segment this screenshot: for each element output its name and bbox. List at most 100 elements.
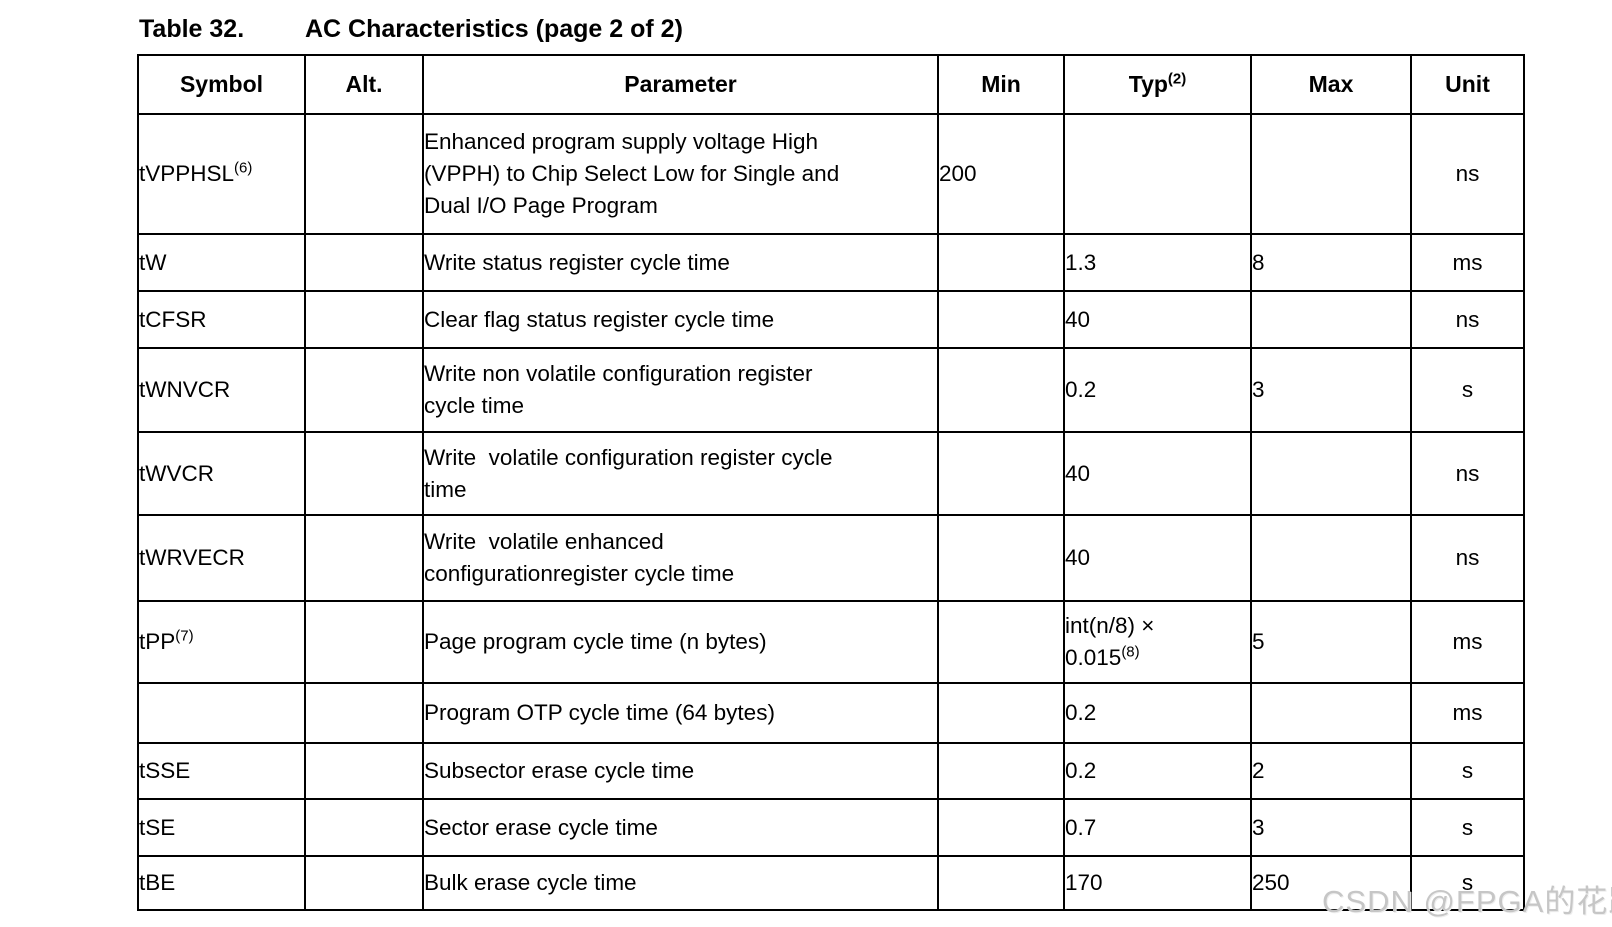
table-row: tSE Sector erase cycle time 0.7 3 s [137, 798, 1525, 857]
table-row: tSSE Subsector erase cycle time 0.2 2 s [137, 742, 1525, 800]
typ-footnote-ref: (8) [1121, 643, 1140, 661]
cell-parameter: Write volatile enhanced configurationreg… [422, 514, 939, 602]
typ-footnote-ref: (2) [1167, 70, 1187, 88]
cell-typ [1063, 113, 1252, 235]
table-caption: Table 32. AC Characteristics (page 2 of 2… [139, 15, 683, 44]
cell-parameter: Subsector erase cycle time [422, 742, 939, 800]
col-header-unit: Unit [1410, 54, 1525, 115]
cell-typ: 0.2 [1063, 347, 1252, 433]
cell-unit: s [1410, 798, 1525, 857]
cell-min [937, 347, 1065, 433]
table-caption-text: AC Characteristics (page 2 of 2) [305, 15, 683, 43]
table-row: tWVCR Write volatile configuration regis… [137, 431, 1525, 516]
cell-alt [304, 600, 424, 684]
cell-max [1250, 682, 1412, 744]
cell-max: 5 [1250, 600, 1412, 684]
cell-parameter: Write status register cycle time [422, 233, 939, 292]
table-row: tW Write status register cycle time 1.3 … [137, 233, 1525, 292]
cell-parameter: Enhanced program supply voltage High (VP… [422, 113, 939, 235]
cell-min [937, 514, 1065, 602]
cell-min [937, 682, 1065, 744]
cell-max [1250, 113, 1412, 235]
cell-parameter: Write non volatile configuration registe… [422, 347, 939, 433]
cell-unit: s [1410, 742, 1525, 800]
symbol-footnote-ref: (7) [175, 627, 194, 645]
cell-unit: ns [1410, 514, 1525, 602]
cell-parameter: Sector erase cycle time [422, 798, 939, 857]
table-row: tVPPHSL(6) Enhanced program supply volta… [137, 113, 1525, 235]
table-row: Program OTP cycle time (64 bytes) 0.2 ms [137, 682, 1525, 744]
cell-typ: 1.3 [1063, 233, 1252, 292]
cell-min [937, 290, 1065, 349]
col-header-parameter: Parameter [422, 54, 939, 115]
cell-unit: ms [1410, 600, 1525, 684]
cell-typ: 0.7 [1063, 798, 1252, 857]
cell-max: 2 [1250, 742, 1412, 800]
cell-alt [304, 798, 424, 857]
col-header-typ: Typ(2) [1063, 54, 1252, 115]
cell-alt [304, 855, 424, 911]
cell-min [937, 742, 1065, 800]
col-header-symbol: Symbol [137, 54, 306, 115]
cell-unit: s [1410, 347, 1525, 433]
table-row: tCFSR Clear flag status register cycle t… [137, 290, 1525, 349]
cell-symbol: tPP(7) [137, 600, 306, 684]
cell-unit: ns [1410, 113, 1525, 235]
cell-min: 200 [937, 113, 1065, 235]
cell-unit: ns [1410, 431, 1525, 516]
table-row: tWRVECR Write volatile enhanced configur… [137, 514, 1525, 602]
cell-parameter: Bulk erase cycle time [422, 855, 939, 911]
cell-max: 250 [1250, 855, 1412, 911]
cell-alt [304, 682, 424, 744]
cell-alt [304, 347, 424, 433]
cell-max [1250, 514, 1412, 602]
cell-parameter: Page program cycle time (n bytes) [422, 600, 939, 684]
table-row: tWNVCR Write non volatile configuration … [137, 347, 1525, 433]
cell-alt [304, 113, 424, 235]
cell-alt [304, 290, 424, 349]
cell-max: 3 [1250, 798, 1412, 857]
cell-min [937, 233, 1065, 292]
col-header-min: Min [937, 54, 1065, 115]
cell-alt [304, 233, 424, 292]
csdn-watermark: CSDN @FPGA的花路 [1322, 884, 1612, 919]
cell-parameter: Clear flag status register cycle time [422, 290, 939, 349]
cell-symbol: tWVCR [137, 431, 306, 516]
cell-typ: 40 [1063, 290, 1252, 349]
cell-symbol: tBE [137, 855, 306, 911]
cell-unit: s [1410, 855, 1525, 911]
cell-alt [304, 431, 424, 516]
cell-symbol: tVPPHSL(6) [137, 113, 306, 235]
col-header-max: Max [1250, 54, 1412, 115]
cell-symbol: tW [137, 233, 306, 292]
cell-typ: 170 [1063, 855, 1252, 911]
cell-parameter: Write volatile configuration register cy… [422, 431, 939, 516]
cell-min [937, 431, 1065, 516]
cell-symbol [137, 682, 306, 744]
header-row: Symbol Alt. Parameter Min Typ(2) Max Uni… [137, 54, 1525, 115]
symbol-footnote-ref: (6) [234, 159, 253, 177]
ac-characteristics-table: Symbol Alt. Parameter Min Typ(2) Max Uni… [137, 54, 1525, 911]
cell-max: 8 [1250, 233, 1412, 292]
cell-typ: 40 [1063, 514, 1252, 602]
cell-max: 3 [1250, 347, 1412, 433]
cell-symbol: tWRVECR [137, 514, 306, 602]
table-row: tPP(7) Page program cycle time (n bytes)… [137, 600, 1525, 684]
cell-min [937, 798, 1065, 857]
cell-unit: ms [1410, 682, 1525, 744]
cell-symbol: tSE [137, 798, 306, 857]
cell-min [937, 855, 1065, 911]
cell-typ: 40 [1063, 431, 1252, 516]
col-header-alt: Alt. [304, 54, 424, 115]
cell-typ: 0.2 [1063, 742, 1252, 800]
cell-typ: 0.2 [1063, 682, 1252, 744]
cell-alt [304, 742, 424, 800]
cell-min [937, 600, 1065, 684]
cell-max [1250, 431, 1412, 516]
cell-unit: ns [1410, 290, 1525, 349]
cell-unit: ms [1410, 233, 1525, 292]
cell-typ: int(n/8) × 0.015(8) [1063, 600, 1252, 684]
table-caption-number: Table 32. [139, 15, 245, 43]
cell-alt [304, 514, 424, 602]
